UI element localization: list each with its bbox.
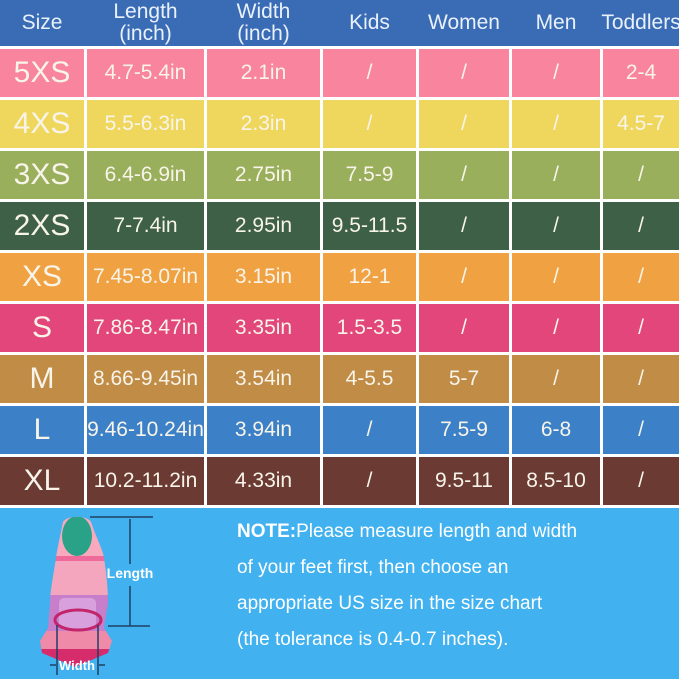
table-cell: / <box>419 202 509 250</box>
note-line: appropriate US size in the size chart <box>237 593 543 614</box>
size-cell: 3XS <box>0 151 84 199</box>
dimension-lines <box>50 516 153 675</box>
table-cell: 6.4-6.9in <box>87 151 204 199</box>
table-cell: / <box>419 304 509 352</box>
table-cell: 7.5-9 <box>323 151 416 199</box>
size-chart-table: 5XS 4.7-5.4in 2.1in / //2-4 4XS 5.5-6.3in 2.3in… <box>0 46 679 508</box>
table-cell: / <box>512 253 600 301</box>
table-cell: 3.15in <box>207 253 320 301</box>
table-cell: 2.3in <box>207 100 320 148</box>
column-header-width: Width (inch) <box>236 0 291 45</box>
size-cell: L <box>0 406 84 454</box>
table-cell: 2.1in <box>207 49 320 97</box>
size-cell: 4XS <box>0 100 84 148</box>
table-cell: 7.45-8.07in <box>87 253 204 301</box>
table-cell: 3.94in <box>207 406 320 454</box>
table-cell: 4.5-7 <box>603 100 679 148</box>
table-cell: 2-4 <box>603 49 679 97</box>
column-header-kids: Kids <box>349 11 390 34</box>
note-prefix: NOTE: <box>237 521 297 542</box>
note-line: (the tolerance is 0.4-0.7 inches). <box>237 629 509 650</box>
table-cell: 2.95in <box>207 202 320 250</box>
fin-toe-pocket <box>62 516 92 556</box>
table-cell: 7-7.4in <box>87 202 204 250</box>
table-cell: / <box>419 49 509 97</box>
table-cell: 3.54in <box>207 355 320 403</box>
length-label: Length <box>107 565 154 581</box>
table-cell: / <box>603 253 679 301</box>
table-cell: 10.2-11.2in <box>87 457 204 505</box>
table-cell: / <box>323 100 416 148</box>
table-cell: / <box>512 151 600 199</box>
table-cell: 8.66-9.45in <box>87 355 204 403</box>
note-text: NOTE:Please measure length and width of … <box>237 514 577 658</box>
table-cell: 4.7-5.4in <box>87 49 204 97</box>
footer-note-section: Length Width NOTE:Please measure length … <box>0 508 679 679</box>
table-cell: 8.5-10 <box>512 457 600 505</box>
note-line: of your feet first, then choose an <box>237 557 509 578</box>
table-cell: / <box>512 304 600 352</box>
table-cell: 12-1 <box>323 253 416 301</box>
table-cell: / <box>512 49 600 97</box>
table-cell: / <box>419 253 509 301</box>
column-header-women: Women <box>428 11 500 34</box>
fin-illustration: Length Width <box>40 516 154 675</box>
table-cell: / <box>512 202 600 250</box>
size-cell: M <box>0 355 84 403</box>
table-header-row: Size Length (inch) Width (inch) Kids Women Men T… <box>0 0 679 46</box>
table-cell: / <box>419 100 509 148</box>
note-line: NOTE:Please measure length and width <box>237 521 578 542</box>
table-cell: 1.5-3.5 <box>323 304 416 352</box>
table-cell: 7.5-9 <box>419 406 509 454</box>
table-cell: 3.35in <box>207 304 320 352</box>
column-header-toddlers: Toddlers <box>601 11 679 34</box>
table-cell: 9.5-11.5 <box>323 202 416 250</box>
table-cell: / <box>603 457 679 505</box>
table-cell: 4-5.5 <box>323 355 416 403</box>
size-cell: XL <box>0 457 84 505</box>
foot-opening <box>53 608 103 632</box>
column-header-men: Men <box>535 11 577 34</box>
table-cell: 5.5-6.3in <box>87 100 204 148</box>
table-cell: / <box>603 151 679 199</box>
column-header-length: Length (inch) <box>113 0 178 45</box>
table-cell: 4.33in <box>207 457 320 505</box>
size-cell: 5XS <box>0 49 84 97</box>
column-header-size: Size <box>21 11 63 34</box>
table-cell: / <box>512 355 600 403</box>
width-label: Width <box>59 658 95 673</box>
table-cell: / <box>603 406 679 454</box>
table-cell: 9.5-11 <box>419 457 509 505</box>
table-cell: / <box>603 202 679 250</box>
table-cell: / <box>323 406 416 454</box>
table-cell: / <box>603 304 679 352</box>
table-cell: / <box>323 457 416 505</box>
table-cell: 7.86-8.47in <box>87 304 204 352</box>
table-cell: / <box>603 355 679 403</box>
table-cell: 6-8 <box>512 406 600 454</box>
fin-body <box>40 516 112 667</box>
table-cell: 9.46-10.24in <box>87 406 204 454</box>
table-cell: / <box>419 151 509 199</box>
size-cell: S <box>0 304 84 352</box>
table-cell: / <box>512 100 600 148</box>
table-cell: 2.75in <box>207 151 320 199</box>
table-cell: 5-7 <box>419 355 509 403</box>
size-cell: XS <box>0 253 84 301</box>
table-cell: / <box>323 49 416 97</box>
size-cell: 2XS <box>0 202 84 250</box>
